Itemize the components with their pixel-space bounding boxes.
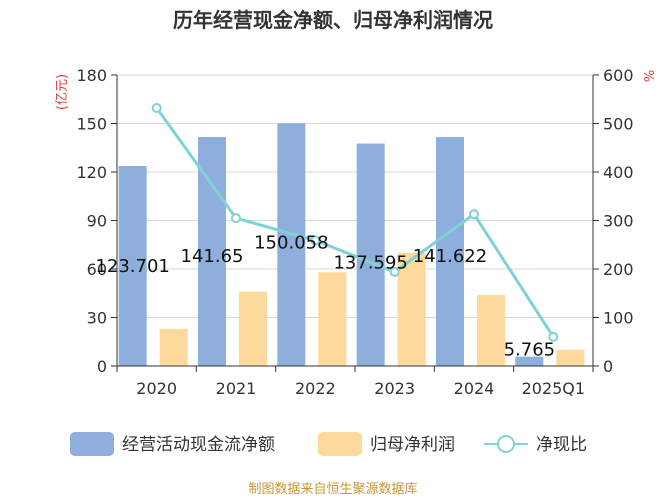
left-tick-label: 120 xyxy=(76,163,107,182)
legend-label-operating-cash-flow: 经营活动现金流净额 xyxy=(122,435,275,455)
x-tick-label: 2021 xyxy=(216,379,257,398)
line-point xyxy=(231,213,241,224)
chart-title: 历年经营现金净额、归母净利润情况 xyxy=(173,8,493,32)
x-tick-label: 2025Q1 xyxy=(522,379,586,398)
bar-value-label: 137.595 xyxy=(333,253,407,274)
right-tick-label: 0 xyxy=(603,357,613,376)
bar-net-profit xyxy=(477,294,505,366)
bar-net-profit xyxy=(556,349,585,366)
legend-label-net-profit: 归母净利润 xyxy=(370,435,455,455)
line-series xyxy=(151,102,559,342)
right-tick-label: 100 xyxy=(603,309,634,328)
line-point xyxy=(469,209,479,220)
left-tick-label: 150 xyxy=(76,115,107,134)
line-point xyxy=(310,235,321,246)
right-tick-label: 600 xyxy=(603,66,634,85)
left-tick-label: 180 xyxy=(76,66,107,85)
left-tick-label: 60 xyxy=(87,260,107,279)
bar-net-profit xyxy=(159,328,188,366)
line-point xyxy=(548,331,559,342)
legend-swatch-operating-cash-flow xyxy=(70,432,114,456)
line-point xyxy=(151,102,162,113)
legend-label-net-cash-ratio: 净现比 xyxy=(536,435,587,455)
right-tick-label: 300 xyxy=(603,212,634,231)
bar-value-label: 141.65 xyxy=(181,246,244,267)
grid xyxy=(117,74,593,318)
left-tick-label: 90 xyxy=(87,212,107,231)
legend: 经营活动现金流净额 归母净利润 净现比 xyxy=(70,432,587,456)
bar-operating-cash-flow xyxy=(356,143,385,366)
bars xyxy=(118,123,585,366)
axes: 0 30 60 90 120 150 180 0 100 200 300 400 500 600 2020 2… xyxy=(76,66,633,398)
line-point xyxy=(389,266,400,277)
left-axis-unit: (亿元) xyxy=(55,74,70,110)
bar-value-label: 141.622 xyxy=(413,246,487,267)
bar-operating-cash-flow xyxy=(515,356,544,366)
source-note: 制图数据来自恒生聚源数据库 xyxy=(248,481,417,497)
right-tick-label: 200 xyxy=(603,260,634,279)
x-tick-label: 2023 xyxy=(374,379,415,398)
bar-operating-cash-flow xyxy=(277,123,306,366)
right-tick-label: 500 xyxy=(603,115,634,134)
x-tick-label: 2022 xyxy=(295,379,336,398)
bar-operating-cash-flow xyxy=(118,166,147,366)
x-tick-label: 2020 xyxy=(136,379,177,398)
bar-value-label: 150.058 xyxy=(254,232,328,253)
bar-operating-cash-flow xyxy=(198,136,226,366)
right-tick-label: 400 xyxy=(603,163,634,182)
line-net-cash-ratio xyxy=(155,107,555,338)
right-axis-unit: % xyxy=(643,70,658,82)
bar-value-label: 123.701 xyxy=(95,256,169,277)
legend-marker-net-cash-ratio xyxy=(497,435,515,453)
bar-net-profit xyxy=(318,272,347,366)
x-tick-label: 2024 xyxy=(454,379,495,398)
left-tick-label: 0 xyxy=(97,357,107,376)
bar-value-label: 5.765 xyxy=(504,340,556,361)
bar-net-profit xyxy=(239,291,267,366)
legend-swatch-net-profit xyxy=(318,432,362,456)
bar-net-profit xyxy=(397,252,426,366)
bar-operating-cash-flow xyxy=(436,137,464,366)
left-tick-label: 30 xyxy=(87,309,107,328)
